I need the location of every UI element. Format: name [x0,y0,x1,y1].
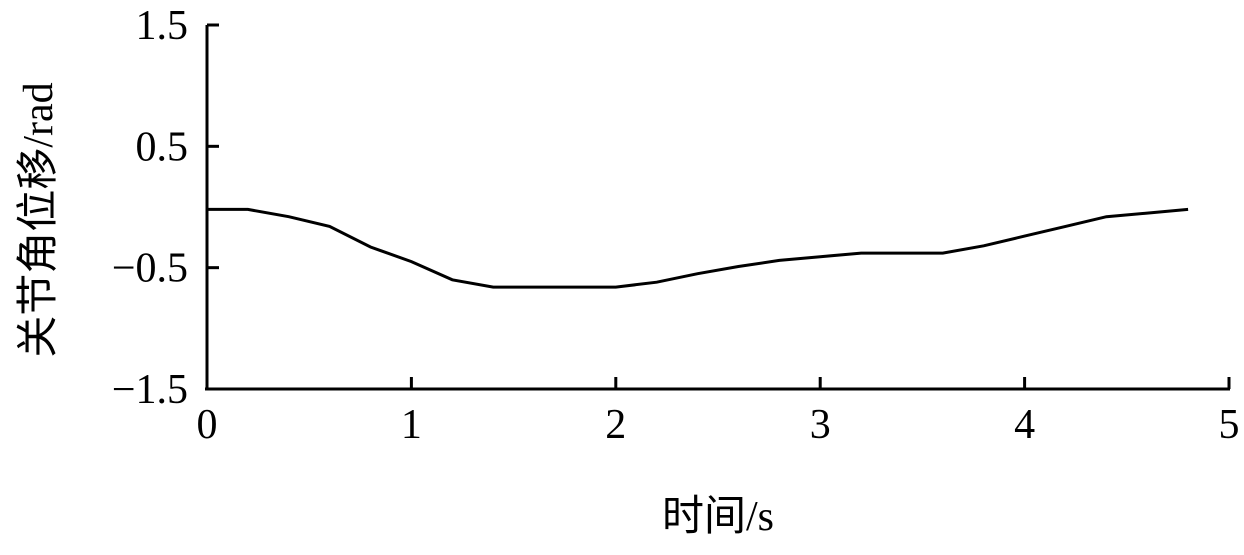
x-tick-label: 5 [1219,402,1240,448]
x-tick-label: 2 [605,402,626,448]
x-tick-label: 1 [401,402,422,448]
y-tick-label: 1.5 [136,3,189,49]
x-axis-label: 时间/s [662,494,774,540]
series-line [207,207,1189,289]
x-tick-label: 3 [810,402,831,448]
x-tick-label: 0 [197,402,218,448]
y-tick-label: 0.5 [136,124,189,170]
x-tick-label: 4 [1014,402,1035,448]
y-tick-label: −1.5 [112,367,188,413]
y-tick-label: −0.5 [112,246,188,292]
y-axis-label: 关节角位移/rad [15,82,62,357]
